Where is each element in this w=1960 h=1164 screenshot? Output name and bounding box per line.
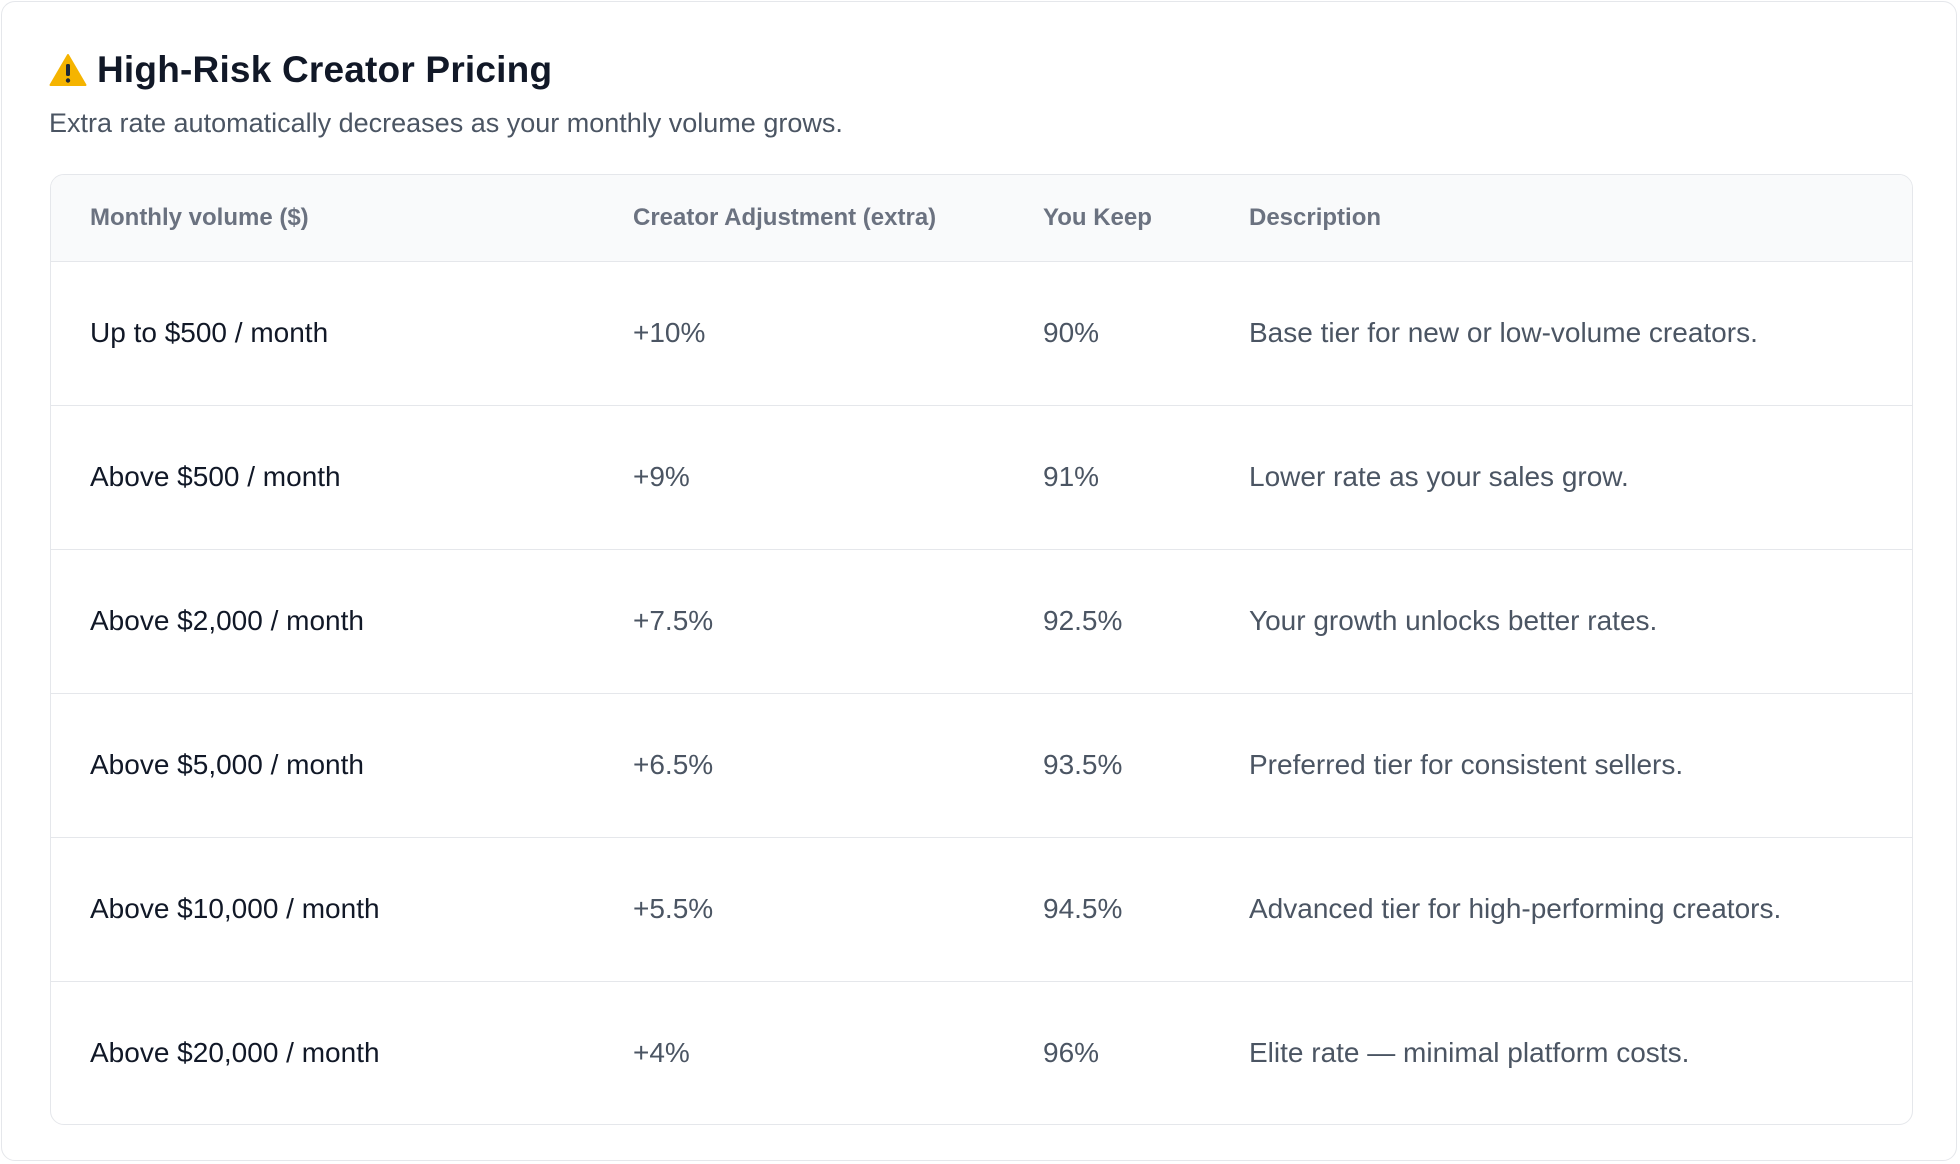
adjustment-cell: +9% <box>633 404 1043 549</box>
description-cell: Base tier for new or low-volume creators… <box>1249 317 1758 348</box>
keep-cell: 94.5% <box>1043 836 1249 981</box>
table-row: Above $500 / month +9% 91% Lower rate as… <box>51 404 1912 549</box>
volume-cell: Above $10,000 / month <box>51 836 633 981</box>
column-header-volume: Monthly volume ($) <box>51 175 633 262</box>
adjustment-cell: +6.5% <box>633 692 1043 837</box>
warning-icon <box>49 53 87 87</box>
description-cell: Elite rate — minimal platform costs. <box>1249 980 1912 1124</box>
card-header: High-Risk Creator Pricing Extra rate aut… <box>49 42 1909 139</box>
page-subtitle: Extra rate automatically decreases as yo… <box>49 108 843 138</box>
adjustment-cell: +4% <box>633 980 1043 1124</box>
table-header-row: Monthly volume ($) Creator Adjustment (e… <box>51 175 1912 262</box>
page-title: High-Risk Creator Pricing <box>97 49 553 90</box>
adjustment-cell: +10% <box>633 317 706 348</box>
adjustment-cell: +7.5% <box>633 548 1043 693</box>
description-cell: Your growth unlocks better rates. <box>1249 548 1912 693</box>
volume-cell: Up to $500 / month <box>90 317 329 348</box>
pricing-table: Monthly volume ($) Creator Adjustment (e… <box>50 174 1913 1125</box>
keep-cell: 93.5% <box>1043 692 1249 837</box>
adjustment-cell: +5.5% <box>633 836 1043 981</box>
keep-cell: 96% <box>1043 980 1249 1124</box>
volume-cell: Above $2,000 / month <box>51 548 633 693</box>
description-cell: Lower rate as your sales grow. <box>1249 404 1912 549</box>
volume-cell: Above $5,000 / month <box>51 692 633 837</box>
column-header-keep: You Keep <box>1043 175 1249 262</box>
description-cell: Preferred tier for consistent sellers. <box>1249 692 1912 837</box>
table-row: Above $2,000 / month +7.5% 92.5% Your gr… <box>51 548 1912 693</box>
keep-cell: 90% <box>1043 317 1100 348</box>
volume-cell: Above $20,000 / month <box>51 980 633 1124</box>
table-row: Up to $500 / month +10% 90% Base tier fo… <box>51 261 1912 405</box>
volume-cell: Above $500 / month <box>51 404 633 549</box>
column-header-description: Description <box>1249 175 1912 262</box>
table-row: Above $20,000 / month +4% 96% Elite rate… <box>51 980 1912 1124</box>
table-row: Above $10,000 / month +5.5% 94.5% Advanc… <box>51 836 1912 981</box>
table-row: Above $5,000 / month +6.5% 93.5% Preferr… <box>51 692 1912 837</box>
keep-cell: 92.5% <box>1043 548 1249 693</box>
description-cell: Advanced tier for high-performing creato… <box>1249 836 1912 981</box>
column-header-adjustment: Creator Adjustment (extra) <box>633 175 1043 262</box>
title-row: High-Risk Creator Pricing <box>49 42 1909 98</box>
keep-cell: 91% <box>1043 404 1249 549</box>
